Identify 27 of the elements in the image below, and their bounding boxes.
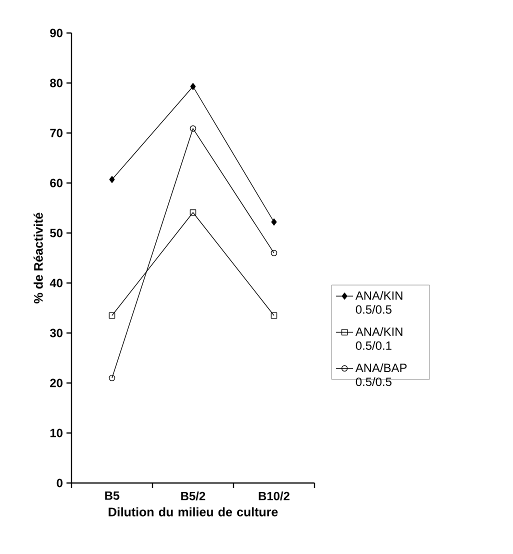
point xyxy=(270,250,278,256)
x-tick-label: B5 xyxy=(105,492,120,500)
point xyxy=(190,82,196,90)
y-tick-label: 60 xyxy=(50,178,62,188)
y-tick-label: 20 xyxy=(50,378,62,388)
y-tick-label: 70 xyxy=(50,128,62,138)
y-axis-title: % de Réactivité xyxy=(34,212,43,304)
point xyxy=(271,218,277,226)
point xyxy=(190,125,196,132)
y-tick-label: 50 xyxy=(50,228,62,238)
x-axis-title: Dilution du milieu de culture xyxy=(108,507,278,516)
y-tick-label: 10 xyxy=(50,428,62,438)
y-tick-label: 0 xyxy=(56,478,62,488)
legend-label: ANA/BAP 0.5/0.5 xyxy=(355,363,407,386)
y-tick-label: 90 xyxy=(50,28,62,38)
point xyxy=(108,312,116,319)
y-tick-label: 30 xyxy=(50,328,62,338)
point xyxy=(109,176,115,184)
x-tick-label: B5/2 xyxy=(181,492,206,500)
y-tick-label: 40 xyxy=(50,278,62,288)
point xyxy=(108,374,116,382)
legend-label: ANA/KIN 0.5/0.1 xyxy=(355,327,402,350)
point xyxy=(190,209,196,216)
x-tick-label: B10/2 xyxy=(258,492,290,500)
point xyxy=(270,312,278,319)
y-tick-label: 80 xyxy=(50,78,62,88)
legend-label: ANA/KIN 0.5/0.5 xyxy=(355,291,402,314)
